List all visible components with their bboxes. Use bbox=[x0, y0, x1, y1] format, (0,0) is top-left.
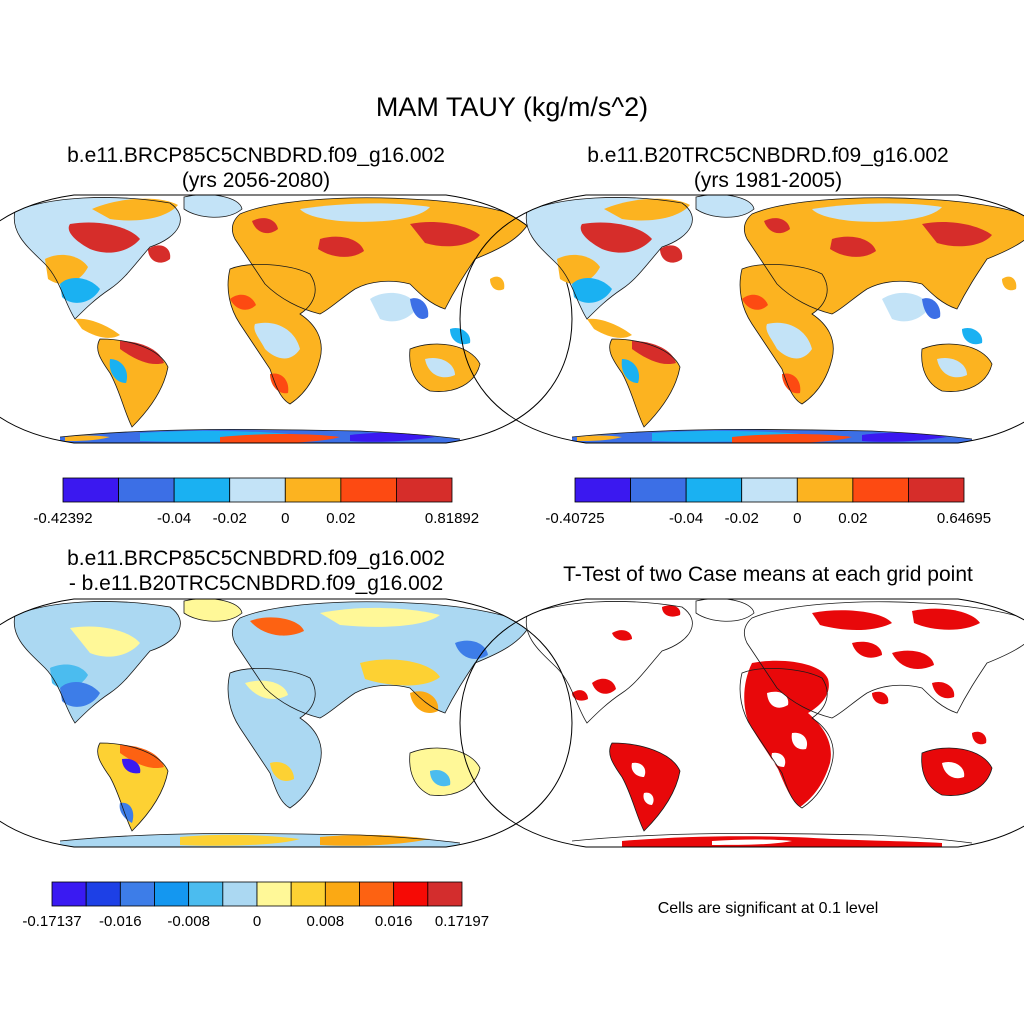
colorbar-swatch bbox=[188, 881, 224, 907]
colorbar-panel-3: -0.17137 -0.016 -0.008 0 0.008 0.016 0.17197 bbox=[22, 881, 489, 930]
main-title: MAM TAUY (kg/m/s^2) bbox=[375, 92, 649, 122]
colorbar-swatch bbox=[574, 477, 631, 503]
colorbar-tick-label: -0.02 bbox=[213, 510, 247, 527]
panel-4-ttest-title: T-Test of two Case means at each grid po… bbox=[563, 563, 973, 586]
significance-note: Cells are significant at 0.1 level bbox=[657, 900, 879, 917]
panel-3-difference-name: - b.e11.B20TRC5CNBDRD.f09_g16.002 bbox=[68, 572, 444, 595]
colorbar-swatch bbox=[51, 881, 87, 907]
panel-2-title: b.e11.B20TRC5CNBDRD.f09_g16.002 (yrs 198… bbox=[530, 143, 1006, 193]
colorbar-tick-label: 0 bbox=[281, 510, 289, 527]
colorbar-tick-label: 0.016 bbox=[375, 913, 413, 930]
colorbar-tick-label: -0.008 bbox=[167, 913, 210, 930]
colorbar-swatch bbox=[290, 881, 326, 907]
panel-4-title: T-Test of two Case means at each grid po… bbox=[530, 562, 1006, 587]
colorbar-swatch bbox=[427, 881, 463, 907]
colorbar-swatch bbox=[340, 477, 397, 503]
colorbar-tick-label: -0.04 bbox=[669, 510, 703, 527]
panel-3-title: b.e11.BRCP85C5CNBDRD.f09_g16.002 - b.e11… bbox=[18, 546, 494, 596]
colorbar-tick-label: 0.02 bbox=[838, 510, 867, 527]
colorbar-swatch bbox=[396, 477, 453, 503]
colorbar-swatch bbox=[85, 881, 121, 907]
colorbar-tick-label: -0.17137 bbox=[22, 913, 81, 930]
panel-2-years: (yrs 1981-2005) bbox=[693, 169, 843, 192]
panel-1-years: (yrs 2056-2080) bbox=[181, 169, 331, 192]
colorbar-tick-label: -0.40725 bbox=[545, 510, 604, 527]
colorbar-swatch bbox=[359, 881, 395, 907]
map-panel-1 bbox=[0, 194, 573, 444]
colorbar-swatch bbox=[796, 477, 854, 503]
colorbar-tick-label: 0.81892 bbox=[425, 510, 479, 527]
map-panel-2 bbox=[459, 194, 1024, 444]
colorbar-swatch bbox=[741, 477, 798, 503]
map-panel-4 bbox=[459, 598, 1024, 848]
colorbar-tick-label: -0.02 bbox=[725, 510, 759, 527]
colorbar-tick-label: 0.17197 bbox=[435, 913, 489, 930]
colorbar-tick-label: 0.64695 bbox=[937, 510, 991, 527]
panel-2-case-name: b.e11.B20TRC5CNBDRD.f09_g16.002 bbox=[587, 144, 949, 167]
panel-3-case-name: b.e11.BRCP85C5CNBDRD.f09_g16.002 bbox=[67, 547, 445, 570]
colorbar-panel-2: -0.40725 -0.04 -0.02 0 0.02 0.64695 bbox=[545, 477, 991, 527]
colorbar-swatch bbox=[256, 881, 292, 907]
colorbar-swatch bbox=[154, 881, 190, 907]
colorbar-tick-label: 0.02 bbox=[326, 510, 355, 527]
colorbar-swatch bbox=[173, 477, 231, 503]
colorbar-tick-label: 0 bbox=[253, 913, 261, 930]
colorbar-tick-label: -0.42392 bbox=[33, 510, 92, 527]
colorbar-swatch bbox=[118, 477, 175, 503]
colorbar-swatch bbox=[852, 477, 909, 503]
colorbar-panel-1: -0.42392 -0.04 -0.02 0 0.02 0.81892 bbox=[33, 477, 479, 527]
colorbar-swatch bbox=[908, 477, 965, 503]
colorbar-swatch bbox=[222, 881, 258, 907]
colorbar-tick-label: 0.008 bbox=[307, 913, 345, 930]
colorbar-swatch bbox=[119, 881, 155, 907]
colorbar-swatch bbox=[62, 477, 119, 503]
colorbar-tick-label: -0.04 bbox=[157, 510, 191, 527]
colorbar-swatch bbox=[284, 477, 342, 503]
panel-1-title: b.e11.BRCP85C5CNBDRD.f09_g16.002 (yrs 20… bbox=[18, 143, 494, 193]
colorbar-swatch bbox=[685, 477, 743, 503]
panel-1-case-name: b.e11.BRCP85C5CNBDRD.f09_g16.002 bbox=[67, 144, 445, 167]
colorbar-swatch bbox=[630, 477, 687, 503]
colorbar-tick-label: -0.016 bbox=[99, 913, 142, 930]
colorbar-swatch bbox=[324, 881, 360, 907]
map-panel-3 bbox=[0, 598, 573, 848]
colorbar-swatch bbox=[229, 477, 286, 503]
colorbar-swatch bbox=[393, 881, 429, 907]
colorbar-tick-label: 0 bbox=[793, 510, 801, 527]
